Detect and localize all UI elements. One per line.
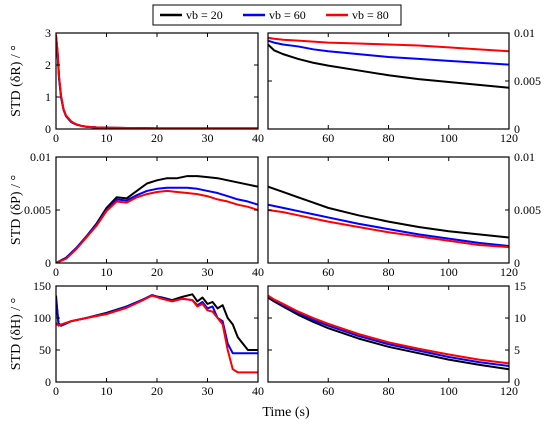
x-tick-label: 100 [440,384,458,398]
x-tick-label: 20 [151,131,163,145]
series-line-H-late-3 [268,294,509,365]
series-line-R-late-3 [268,36,509,53]
series-line-H-early-3 [56,294,258,374]
series-line-P-late-2 [268,203,509,248]
x-tick-label: 20 [151,265,163,279]
series-line-H-early-2 [56,293,258,355]
panel-H-early: 0 10 20 30 40 0 50 100 150 STD (δH) / ° [9,279,264,398]
x-tick-label: 30 [202,384,214,398]
y-tick-label: 2 [45,58,51,72]
x-tick-label: 120 [500,131,518,145]
series-line-R-late-2 [268,39,509,66]
x-tick-label: 80 [383,131,395,145]
x-tick-label: 0 [53,265,59,279]
x-tick-label: 60 [322,384,334,398]
x-tick-label: 120 [500,265,518,279]
x-tick-label: 40 [252,384,264,398]
y-tick-label: 150 [33,279,51,293]
legend-label-vb60: vb = 60 [269,8,306,22]
y-axis-label: STD (δR) / ° [9,45,24,117]
x-tick-label: 40 [252,265,264,279]
legend-label-vb20: vb = 20 [186,8,223,22]
y-axis-label: STD (δH) / ° [9,298,24,370]
y-tick-label: 100 [33,311,51,325]
x-tick-label: 0 [53,131,59,145]
series-line-P-late-3 [268,209,509,249]
y-tick-label: 0.005 [24,203,51,217]
x-tick-label: 100 [440,131,458,145]
x-tick-label: 20 [151,384,163,398]
y-tick-label: 0.005 [514,203,541,217]
x-tick-label: 10 [101,265,113,279]
y-tick-label: 10 [514,311,526,325]
y-tick-label: 0.005 [514,74,541,88]
x-tick-label: 80 [383,384,395,398]
x-tick-label: 10 [101,131,113,145]
series-line-R-late-1 [268,43,509,89]
series-line-H-late-2 [268,295,509,367]
legend: vb = 20 vb = 60 vb = 80 [152,4,402,26]
series-line-R-early-3 [56,34,258,129]
y-tick-label: 15 [514,279,526,293]
x-tick-label: 80 [383,265,395,279]
y-tick-label: 0.01 [514,26,535,40]
y-tick-label: 0 [45,122,51,136]
axes-frame [55,156,259,264]
y-tick-label: 0 [514,375,520,389]
y-tick-label: 0.01 [30,150,51,164]
series-line-H-late-1 [268,296,509,371]
y-tick-label: 0.01 [514,150,535,164]
x-tick-label: 10 [101,384,113,398]
x-tick-label: 30 [202,131,214,145]
axes-frame [55,285,259,383]
x-tick-label: 60 [322,131,334,145]
series-line-R-early-2 [56,36,258,129]
panel-P-early: 0 10 20 30 40 0 0.005 0.01 STD (δP) / ° [9,150,264,279]
panel-R-early: 0 10 20 30 40 0 1 2 3 STD (δR) / ° [9,26,264,145]
x-tick-label: 40 [252,131,264,145]
series-line-P-early-2 [56,186,258,263]
series-line-P-early-3 [56,189,258,263]
y-tick-label: 1 [45,90,51,104]
y-tick-label: 5 [514,343,520,357]
x-tick-label: 30 [202,265,214,279]
series-line-P-late-1 [268,185,509,239]
y-tick-label: 50 [39,343,51,357]
legend-label-vb80: vb = 80 [352,8,389,22]
axes-frame [55,32,259,130]
x-tick-label: 60 [322,265,334,279]
y-tick-label: 0 [45,256,51,270]
y-tick-label: 3 [45,26,51,40]
x-tick-label: 100 [440,265,458,279]
y-tick-label: 0 [514,256,520,270]
axes-frame [267,285,510,383]
y-axis-label: STD (δP) / ° [9,175,24,245]
x-axis-label: Time (s) [262,405,310,420]
x-tick-label: 120 [500,384,518,398]
y-tick-label: 0 [514,122,520,136]
x-tick-label: 0 [53,384,59,398]
series-line-R-early-1 [56,36,258,129]
axes-frame [267,156,510,264]
y-tick-label: 0 [45,375,51,389]
